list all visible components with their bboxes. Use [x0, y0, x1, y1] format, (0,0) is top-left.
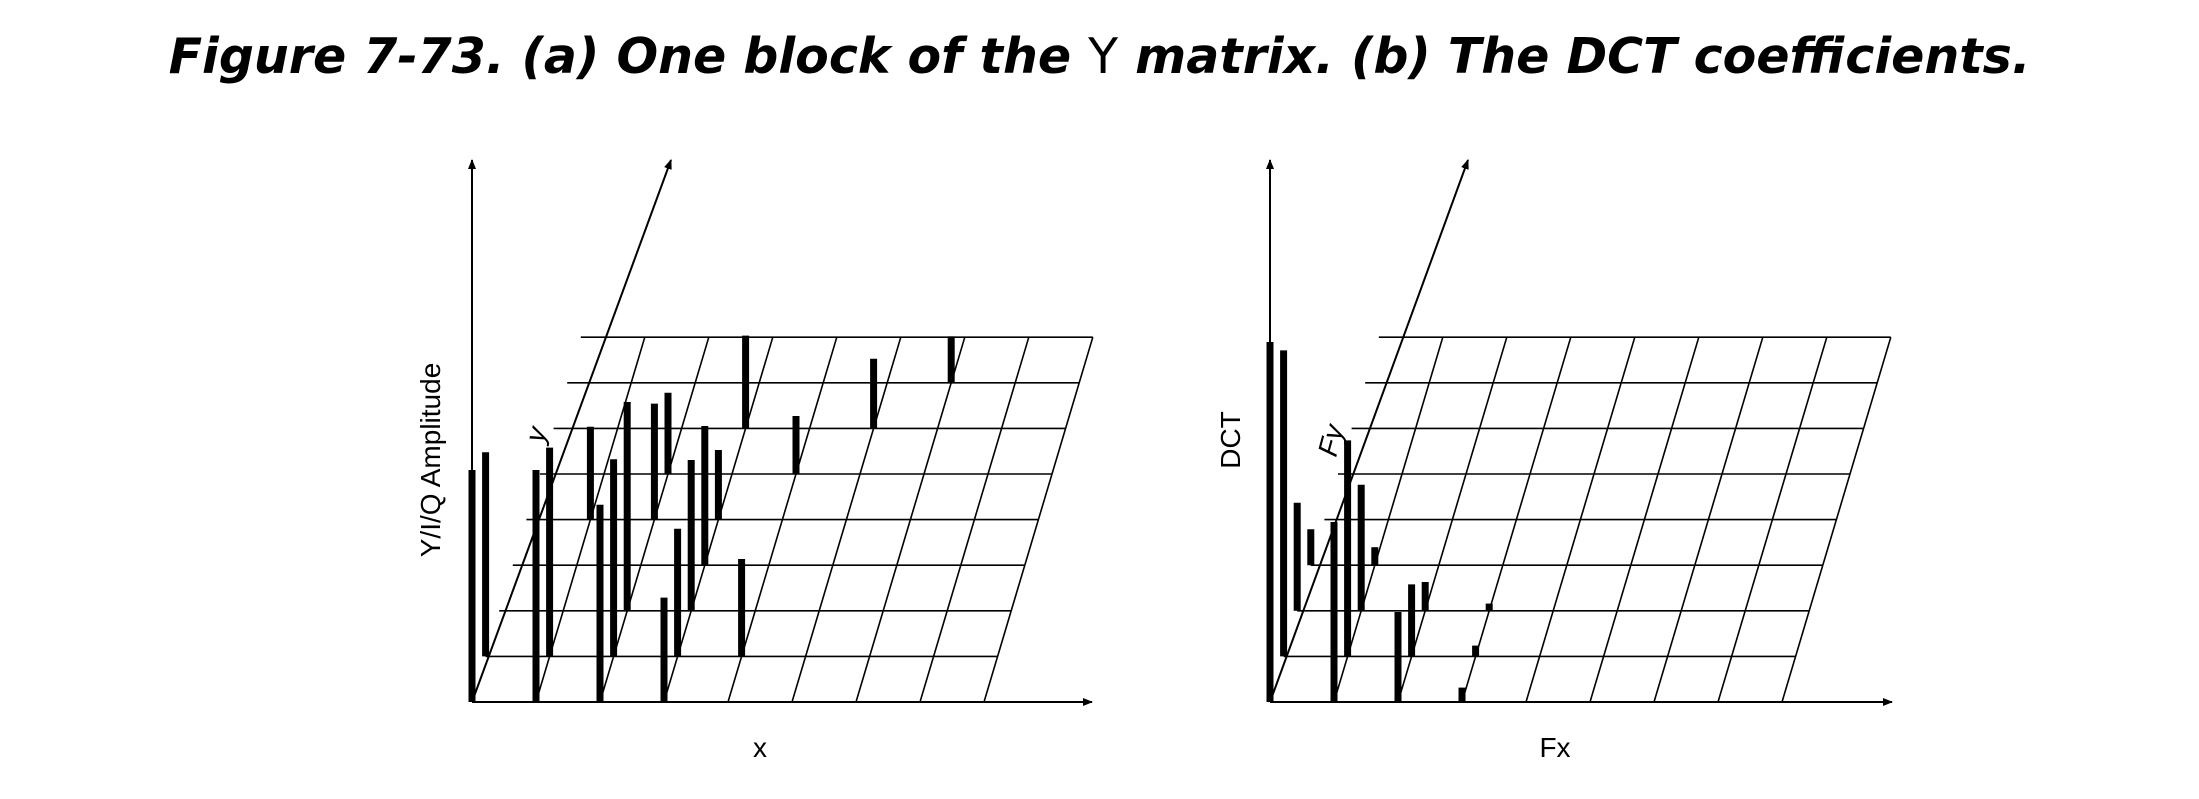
- grid-column-line: [1333, 336, 1444, 703]
- depth-axis-label: y: [519, 422, 554, 447]
- vertical-axis-label: DCT: [1215, 411, 1246, 469]
- depth-axis-line: [1269, 159, 1469, 703]
- panel-b: DCT Fy Fx: [1215, 159, 1893, 763]
- depth-axis-line: [471, 159, 672, 703]
- grid-column-line: [855, 336, 966, 703]
- grid-column-line: [727, 336, 838, 703]
- bars: [1266, 342, 1493, 702]
- figure-caption: Figure 7-73. (a) One block of the Y matr…: [0, 28, 2199, 85]
- horizontal-axis-label: Fx: [1539, 732, 1570, 763]
- grid-column-line: [1461, 336, 1572, 703]
- vertical-axis-label: Y/I/Q Amplitude: [415, 363, 446, 558]
- grid-column-line: [1589, 336, 1700, 703]
- grid-lines: [1283, 336, 1892, 703]
- bars: [468, 335, 955, 702]
- caption-text-after: matrix. (b) The DCT coefficients.: [1118, 28, 2031, 85]
- grid-column-line: [1717, 336, 1828, 703]
- grid-column-line: [791, 336, 902, 703]
- caption-text-before: Figure 7-73. (a) One block of the: [168, 28, 1089, 85]
- horizontal-axis-label: x: [753, 732, 767, 763]
- grid-column-line: [983, 336, 1094, 703]
- grid-column-line: [1525, 336, 1636, 703]
- grid-column-line: [919, 336, 1030, 703]
- grid-column-line: [1397, 336, 1508, 703]
- grid-column-line: [1653, 336, 1764, 703]
- grid-column-line: [1781, 336, 1892, 703]
- grid-lines: [485, 336, 1094, 703]
- caption-y-letter: Y: [1088, 28, 1119, 85]
- panel-a: Y/I/Q Amplitude y x: [415, 159, 1094, 763]
